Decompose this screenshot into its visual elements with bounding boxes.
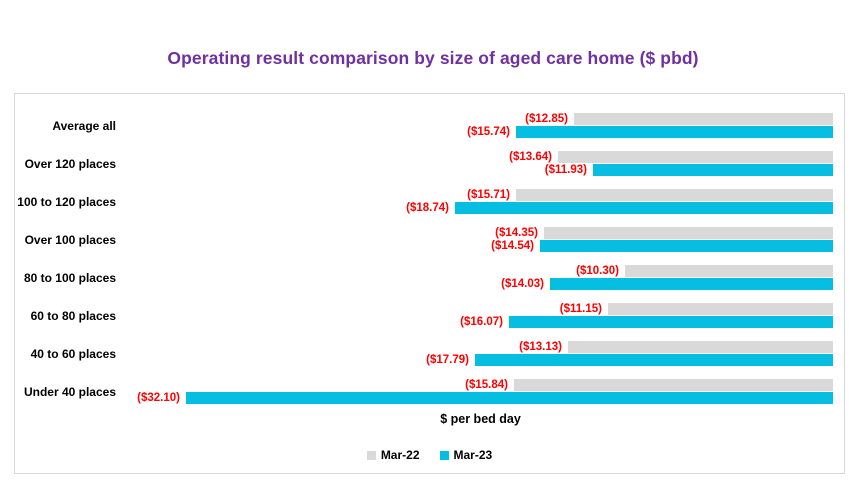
bar-mar-23 bbox=[509, 316, 833, 328]
category-label: 60 to 80 places bbox=[30, 308, 116, 323]
bar-mar-22 bbox=[608, 303, 833, 315]
data-label: ($14.54) bbox=[491, 240, 534, 252]
category-label: Under 40 places bbox=[23, 384, 116, 399]
bar-mar-23 bbox=[475, 354, 833, 366]
category-label: Average all bbox=[52, 118, 116, 133]
data-label: ($15.74) bbox=[467, 126, 510, 138]
legend-label-mar22: Mar-22 bbox=[380, 448, 420, 462]
bar-mar-22 bbox=[574, 113, 833, 125]
data-label: ($10.30) bbox=[576, 265, 619, 277]
category-label: Over 100 places bbox=[24, 232, 116, 247]
data-label: ($18.74) bbox=[406, 202, 449, 214]
bar-mar-22 bbox=[568, 341, 833, 353]
data-label: ($11.93) bbox=[544, 164, 587, 176]
bar-mar-22 bbox=[514, 379, 833, 391]
bar-mar-23 bbox=[550, 278, 833, 290]
bar-mar-23 bbox=[540, 240, 833, 252]
data-label: ($11.15) bbox=[559, 303, 602, 315]
category-label: 40 to 60 places bbox=[30, 346, 116, 361]
mar23-swatch-icon bbox=[439, 450, 449, 460]
bar-mar-23 bbox=[593, 164, 833, 176]
legend: Mar-22 Mar-23 bbox=[15, 448, 844, 462]
data-label: ($12.85) bbox=[525, 113, 568, 125]
plot-area: Average all ($12.85) ($15.74) Over 120 plac… bbox=[15, 94, 844, 473]
data-label: ($13.13) bbox=[519, 341, 562, 353]
chart-title: Operating result comparison by size of a… bbox=[167, 48, 699, 68]
data-label: ($13.64) bbox=[509, 151, 552, 163]
data-label: ($14.35) bbox=[495, 227, 538, 239]
bar-mar-23 bbox=[455, 202, 833, 214]
category-label: 100 to 120 places bbox=[17, 194, 116, 209]
legend-item-mar23: Mar-23 bbox=[439, 448, 493, 462]
data-label: ($32.10) bbox=[137, 392, 180, 404]
x-axis-label: $ per bed day bbox=[440, 412, 521, 426]
data-label: ($17.79) bbox=[426, 354, 469, 366]
chart-panel: Average all ($12.85) ($15.74) Over 120 plac… bbox=[14, 93, 845, 474]
legend-label-mar23: Mar-23 bbox=[453, 448, 493, 462]
bar-mar-22 bbox=[558, 151, 833, 163]
bar-mar-22 bbox=[516, 189, 833, 201]
category-label: Over 120 places bbox=[24, 156, 116, 171]
bar-mar-22 bbox=[544, 227, 833, 239]
bar-mar-23 bbox=[186, 392, 833, 404]
data-label: ($15.71) bbox=[467, 189, 510, 201]
bar-mar-23 bbox=[516, 126, 833, 138]
mar22-swatch-icon bbox=[366, 450, 376, 460]
data-label: ($14.03) bbox=[501, 278, 544, 290]
data-label: ($16.07) bbox=[460, 316, 503, 328]
data-label: ($15.84) bbox=[465, 379, 508, 391]
category-label: 80 to 100 places bbox=[23, 270, 116, 285]
legend-item-mar22: Mar-22 bbox=[366, 448, 420, 462]
bar-mar-22 bbox=[625, 265, 833, 277]
